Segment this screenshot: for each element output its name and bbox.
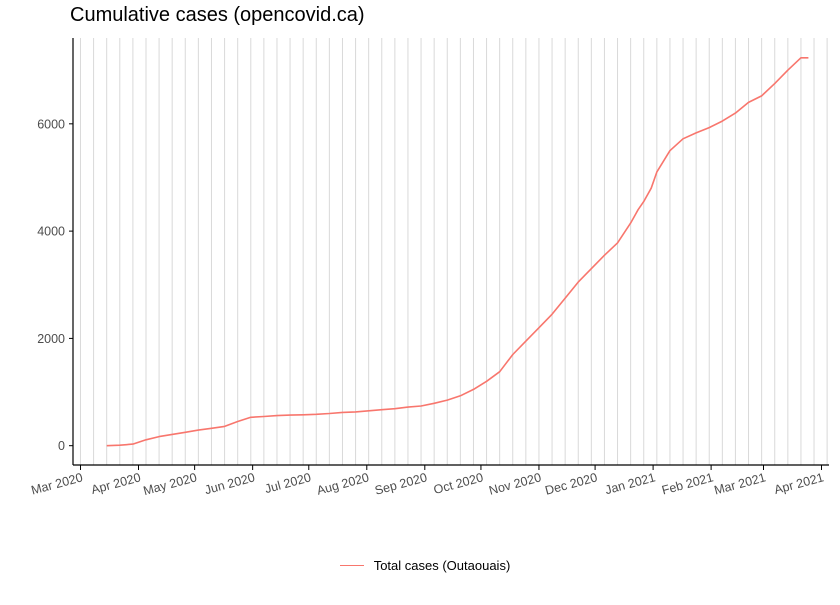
series-line bbox=[106, 56, 809, 447]
x-tick-label: Sep 2020 bbox=[373, 470, 428, 497]
legend-swatch bbox=[339, 565, 364, 566]
x-tick-label: Aug 2020 bbox=[315, 470, 370, 497]
series bbox=[106, 56, 809, 447]
x-tick-label: Apr 2020 bbox=[90, 470, 143, 497]
x-tick-label: Apr 2021 bbox=[773, 470, 826, 497]
y-tick-label: 0 bbox=[58, 439, 65, 453]
y-tick-label: 2000 bbox=[37, 332, 65, 346]
legend-label: Total cases (Outaouais) bbox=[373, 558, 511, 573]
x-ticks: Mar 2020 Apr 2020 May 2020 Jun 2020 Jul 2020… bbox=[30, 465, 826, 498]
chart-title: Cumulative cases (opencovid.ca) bbox=[70, 4, 365, 26]
grid bbox=[79, 38, 828, 465]
legend: Total cases (Outaouais) bbox=[0, 558, 840, 573]
x-tick-label: May 2020 bbox=[142, 470, 199, 498]
x-tick-label: Oct 2020 bbox=[432, 470, 485, 497]
x-tick-label: Jan 2021 bbox=[604, 470, 657, 497]
x-tick-label: Mar 2020 bbox=[30, 470, 85, 497]
x-tick-label: Feb 2021 bbox=[660, 470, 715, 497]
x-tick-label: Jul 2020 bbox=[263, 470, 312, 496]
y-tick-label: 4000 bbox=[37, 225, 65, 239]
y-tick-label: 6000 bbox=[37, 117, 65, 131]
axes bbox=[72, 38, 829, 466]
x-tick-label: Mar 2021 bbox=[713, 470, 768, 497]
x-tick-label: Dec 2020 bbox=[544, 470, 599, 497]
x-tick-label: Jun 2020 bbox=[203, 470, 256, 497]
y-ticks: 0 2000 4000 6000 bbox=[37, 117, 73, 453]
x-tick-label: Nov 2020 bbox=[487, 470, 542, 497]
